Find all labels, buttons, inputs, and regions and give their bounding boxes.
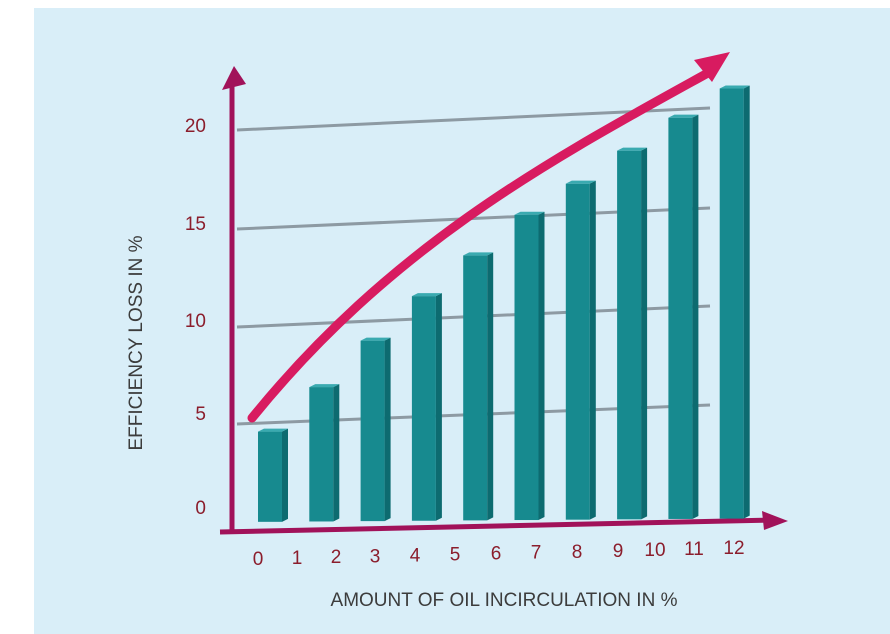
x-tick-label: 8: [572, 542, 583, 563]
bar-side: [641, 147, 648, 520]
bar-top: [565, 180, 596, 184]
bar-side: [743, 85, 750, 519]
bar-side: [333, 384, 340, 522]
bar: [668, 117, 693, 519]
x-tick-label: 2: [331, 547, 342, 568]
x-tick-label: 10: [644, 540, 665, 561]
bar-top: [668, 114, 699, 118]
bar-top: [309, 384, 340, 388]
y-tick-labels: 0 5 10 15 20: [185, 116, 206, 519]
trend-curve: [247, 69, 711, 423]
bar: [514, 214, 539, 521]
x-tick-label: 5: [450, 545, 461, 566]
bar-side: [589, 180, 596, 520]
bar-side: [538, 211, 545, 521]
x-tick-label: 3: [370, 546, 381, 567]
bar-side: [384, 337, 391, 522]
bar-side: [282, 428, 288, 522]
y-axis-title: EFFICIENCY LOSS IN %: [126, 235, 147, 450]
bar-top: [411, 293, 442, 297]
trend-arrowhead: [694, 52, 730, 82]
trend-arrow: [247, 52, 730, 423]
bar-top: [514, 211, 545, 215]
y-tick-label: 20: [185, 116, 206, 137]
bar-top: [258, 428, 288, 432]
x-tick-label: 12: [723, 538, 744, 559]
bar-side: [435, 293, 442, 521]
x-tick-label: 6: [491, 544, 502, 565]
bar-top: [719, 85, 750, 89]
bar-top: [360, 337, 391, 341]
chart-panel: 0 5 10 15 20 0 1 2 3 4 5 6 7 8 9 10 11 12 AMOUNT OF OIL …: [34, 8, 890, 634]
x-tick-label: 11: [684, 539, 704, 560]
x-tick-label: 4: [410, 545, 421, 566]
bars: [258, 85, 750, 522]
x-tick-label: 0: [253, 549, 264, 570]
x-axis-arrowhead: [762, 511, 788, 530]
x-axis-line: [219, 517, 775, 535]
bar: [463, 255, 488, 521]
x-tick-label: 9: [613, 541, 624, 562]
bar: [565, 183, 590, 520]
bar-top: [463, 252, 494, 256]
bar: [719, 88, 744, 519]
x-axis-title: AMOUNT OF OIL INCIRCULATION IN %: [331, 590, 678, 611]
bar: [411, 296, 436, 521]
bar: [258, 431, 282, 522]
axes: [219, 66, 788, 535]
x-tick-label: 1: [292, 548, 303, 569]
x-tick-label: 7: [531, 543, 542, 564]
bar: [360, 340, 385, 522]
y-tick-label: 0: [195, 498, 206, 519]
bar: [309, 387, 334, 522]
y-tick-label: 15: [185, 214, 206, 235]
y-tick-label: 5: [195, 404, 206, 425]
y-tick-label: 10: [185, 311, 206, 332]
bar: [617, 150, 642, 520]
bar-side: [692, 114, 699, 519]
x-tick-labels: 0 1 2 3 4 5 6 7 8 9 10 11 12: [253, 538, 745, 570]
bar-side: [487, 252, 494, 521]
y-axis-arrowhead: [222, 66, 246, 90]
bar-top: [617, 147, 648, 151]
